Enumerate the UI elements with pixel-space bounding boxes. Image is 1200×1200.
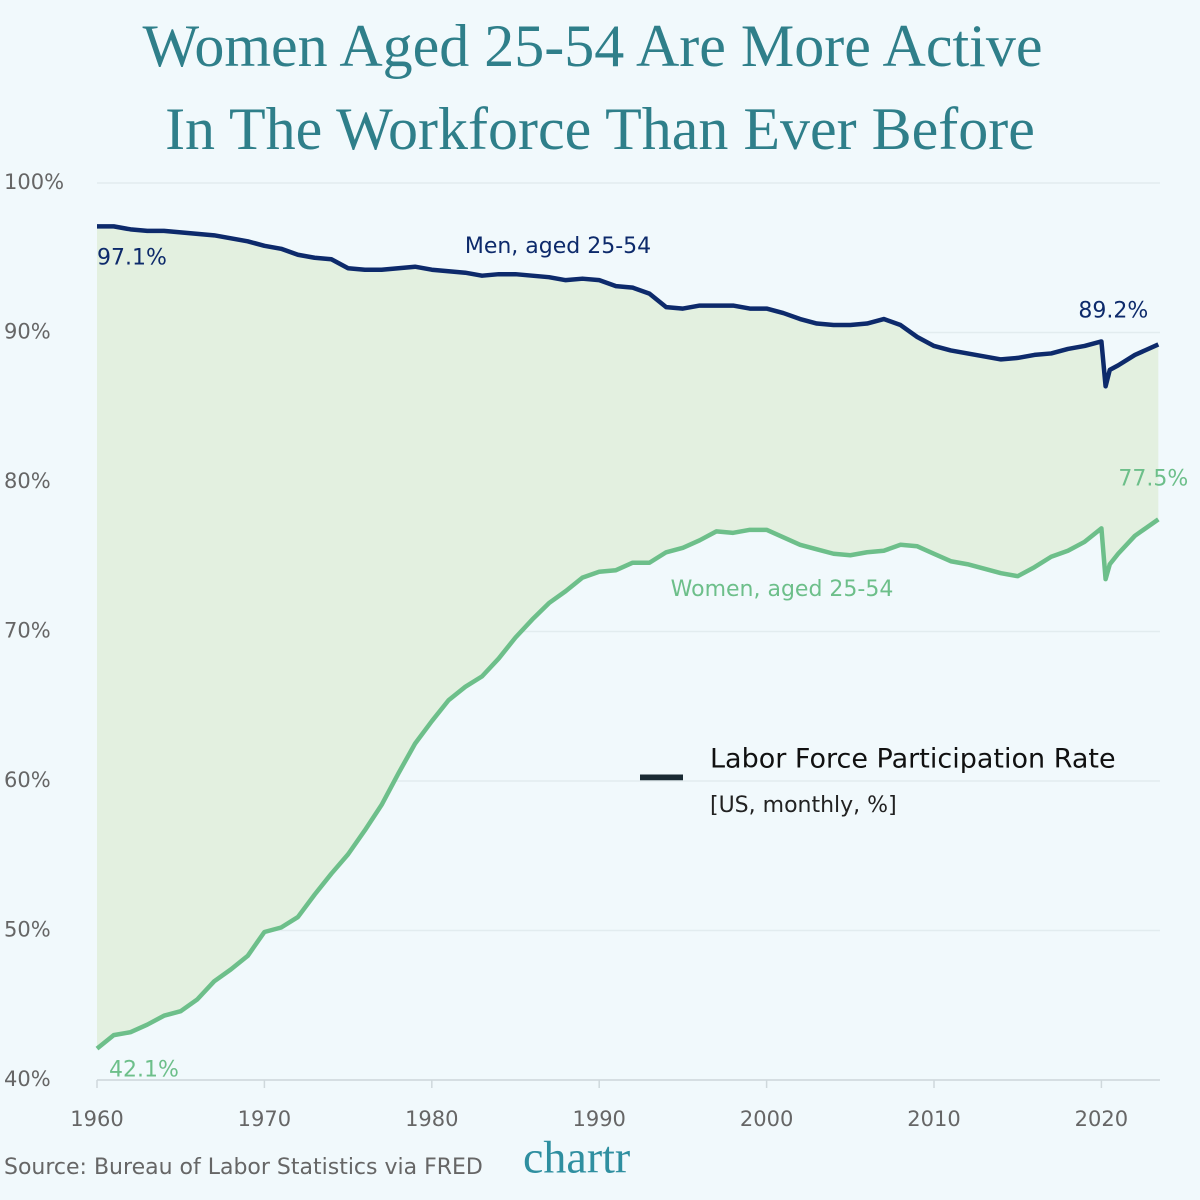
title-line: In The Workforce Than Ever Before <box>165 96 1035 162</box>
x-tick-label: 1990 <box>572 1107 625 1131</box>
value-label: 97.1% <box>97 245 167 270</box>
title-line: Women Aged 25-54 Are More Active <box>143 13 1043 79</box>
y-tick-label: 100% <box>4 170 64 194</box>
logo: chartr <box>523 1132 630 1183</box>
x-tick-label: 2000 <box>740 1107 793 1131</box>
x-tick-label: 2020 <box>1075 1107 1128 1131</box>
y-tick-label: 70% <box>4 619 51 643</box>
chart-title: Women Aged 25-54 Are More Active In The … <box>143 13 1058 162</box>
series-label: Men, aged 25-54 <box>465 234 651 259</box>
x-tick-label: 1980 <box>405 1107 458 1131</box>
y-tick-label: 50% <box>4 918 51 942</box>
y-tick-label: 80% <box>4 469 51 493</box>
value-label: 42.1% <box>109 1058 179 1083</box>
source: Source: Bureau of Labor Statistics via F… <box>4 1155 483 1180</box>
value-label: 89.2% <box>1078 298 1148 323</box>
value-label: 77.5% <box>1118 466 1188 491</box>
y-tick-label: 40% <box>4 1067 51 1091</box>
series-line <box>97 224 1160 389</box>
series-label: Women, aged 25-54 <box>671 577 894 602</box>
x-tick-label: 1970 <box>238 1107 291 1131</box>
y-tick-label: 60% <box>4 768 51 792</box>
x-tick-label: 2010 <box>907 1107 960 1131</box>
x-tick-label: 1960 <box>70 1107 123 1131</box>
gap-area <box>97 226 1159 1049</box>
legend-note: [US, monthly, %] <box>710 793 897 818</box>
legend-title: Labor Force Participation Rate <box>710 744 1116 775</box>
y-tick-label: 90% <box>4 320 51 344</box>
series-line <box>95 517 1160 1051</box>
